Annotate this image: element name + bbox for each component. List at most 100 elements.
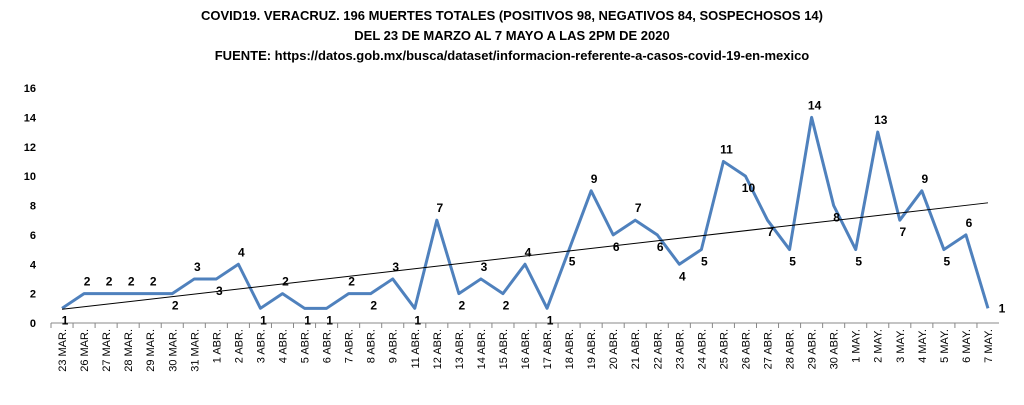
x-tick-label: 24 ABR. [696, 329, 708, 369]
data-label: 6 [657, 240, 664, 254]
x-tick-label: 7 ABR. [344, 329, 356, 363]
data-label: 5 [789, 255, 796, 269]
data-label: 5 [855, 255, 862, 269]
data-label: 2 [503, 299, 510, 313]
x-tick-label: 14 ABR. [476, 329, 488, 369]
data-label: 1 [260, 313, 267, 327]
x-tick-label: 26 ABR. [740, 329, 752, 369]
data-label: 8 [833, 211, 840, 225]
x-tick-label: 7 MAY. [983, 329, 995, 363]
data-label: 1 [547, 313, 554, 327]
x-tick-label: 3 ABR. [255, 329, 267, 363]
y-tick-label: 4 [30, 259, 37, 271]
data-label: 3 [194, 260, 201, 274]
x-tick-label: 25 ABR. [718, 329, 730, 369]
x-tick-label: 18 ABR. [564, 329, 576, 369]
x-tick-label: 28 ABR. [785, 329, 797, 369]
x-tick-label: 30 MAR. [167, 329, 179, 372]
x-tick-label: 1 MAY. [851, 329, 863, 363]
y-tick-label: 16 [24, 83, 36, 95]
data-label: 10 [742, 181, 756, 195]
data-label: 1 [999, 301, 1006, 315]
data-label: 2 [128, 275, 135, 289]
data-label: 3 [481, 260, 488, 274]
data-label: 9 [591, 172, 598, 186]
x-tick-label: 6 MAY. [961, 329, 973, 363]
y-tick-label: 6 [30, 230, 36, 242]
chart-title: DEL 23 DE MARZO AL 7 MAYO A LAS 2PM DE 2… [354, 28, 669, 43]
x-tick-label: 3 MAY. [895, 329, 907, 363]
data-label: 5 [569, 255, 576, 269]
y-tick-label: 12 [24, 142, 36, 154]
data-label: 2 [84, 275, 91, 289]
line [61, 115, 990, 310]
x-tick-label: 2 ABR. [233, 329, 245, 363]
chart-title: FUENTE: https://datos.gob.mx/busca/datas… [215, 48, 810, 63]
y-tick-label: 10 [24, 171, 36, 183]
data-label: 2 [106, 275, 113, 289]
data-label: 7 [767, 225, 774, 239]
x-tick-label: 8 ABR. [366, 329, 378, 363]
data-label: 2 [150, 275, 157, 289]
x-tick-label: 27 ABR. [763, 329, 775, 369]
x-tick-label: 2 MAY. [873, 329, 885, 363]
data-label: 2 [282, 275, 289, 289]
data-label: 14 [808, 98, 822, 112]
y-tick-label: 14 [24, 112, 37, 124]
x-tick-label: 17 ABR. [542, 329, 554, 369]
data-label: 7 [635, 201, 642, 215]
x-tick-label: 5 ABR. [300, 329, 312, 363]
data-label: 2 [172, 299, 179, 313]
data-label: 1 [326, 313, 333, 327]
data-label: 6 [966, 216, 973, 230]
x-tick-label: 23 MAR. [57, 329, 69, 372]
x-tick-label: 12 ABR. [432, 329, 444, 369]
x-tick-label: 13 ABR. [454, 329, 466, 369]
data-label: 13 [874, 113, 888, 127]
data-label: 6 [613, 240, 620, 254]
data-label: 4 [679, 269, 686, 283]
data-label: 3 [216, 284, 223, 298]
x-tick-label: 1 ABR. [211, 329, 223, 363]
data-label: 4 [238, 245, 245, 259]
data-label: 3 [392, 260, 399, 274]
x-tick-label: 21 ABR. [630, 329, 642, 369]
x-tick-label: 16 ABR. [520, 329, 532, 369]
data-label: 1 [62, 313, 69, 327]
y-tick-label: 2 [30, 289, 36, 301]
x-tick-label: 11 ABR. [410, 329, 422, 369]
x-tick-label: 5 MAY. [939, 329, 951, 363]
data-label: 2 [459, 299, 466, 313]
x-tick-label: 4 ABR. [277, 329, 289, 363]
data-label: 7 [436, 201, 443, 215]
data-label: 9 [921, 172, 928, 186]
x-tick-label: 15 ABR. [498, 329, 510, 369]
x-tick-label: 22 ABR. [652, 329, 664, 369]
x-tick-label: 9 ABR. [388, 329, 400, 363]
x-tick-label: 28 MAR. [123, 329, 135, 372]
y-tick-label: 0 [30, 318, 36, 330]
x-tick-label: 23 ABR. [674, 329, 686, 369]
x-tick-label: 19 ABR. [586, 329, 598, 369]
x-tick-label: 29 ABR. [807, 329, 819, 369]
data-label: 2 [370, 299, 377, 313]
x-tick-label: 29 MAR. [145, 329, 157, 372]
data-label: 1 [304, 313, 311, 327]
data-label: 1 [414, 313, 421, 327]
data-label: 7 [899, 225, 906, 239]
x-tick-label: 31 MAR. [189, 329, 201, 372]
trendline [61, 202, 989, 310]
x-tick-label: 20 ABR. [608, 329, 620, 369]
y-tick-label: 8 [30, 201, 36, 213]
x-tick-label: 6 ABR. [322, 329, 334, 363]
data-label: 11 [720, 142, 733, 156]
data-label: 5 [701, 255, 708, 269]
x-tick-label: 30 ABR. [829, 329, 841, 369]
data-label: 4 [525, 245, 532, 259]
x-tick-label: 26 MAR. [79, 329, 91, 372]
data-label: 5 [944, 255, 951, 269]
chart-title: COVID19. VERACRUZ. 196 MUERTES TOTALES (… [201, 8, 823, 23]
x-tick-label: 27 MAR. [101, 329, 113, 372]
data-label: 2 [348, 275, 355, 289]
